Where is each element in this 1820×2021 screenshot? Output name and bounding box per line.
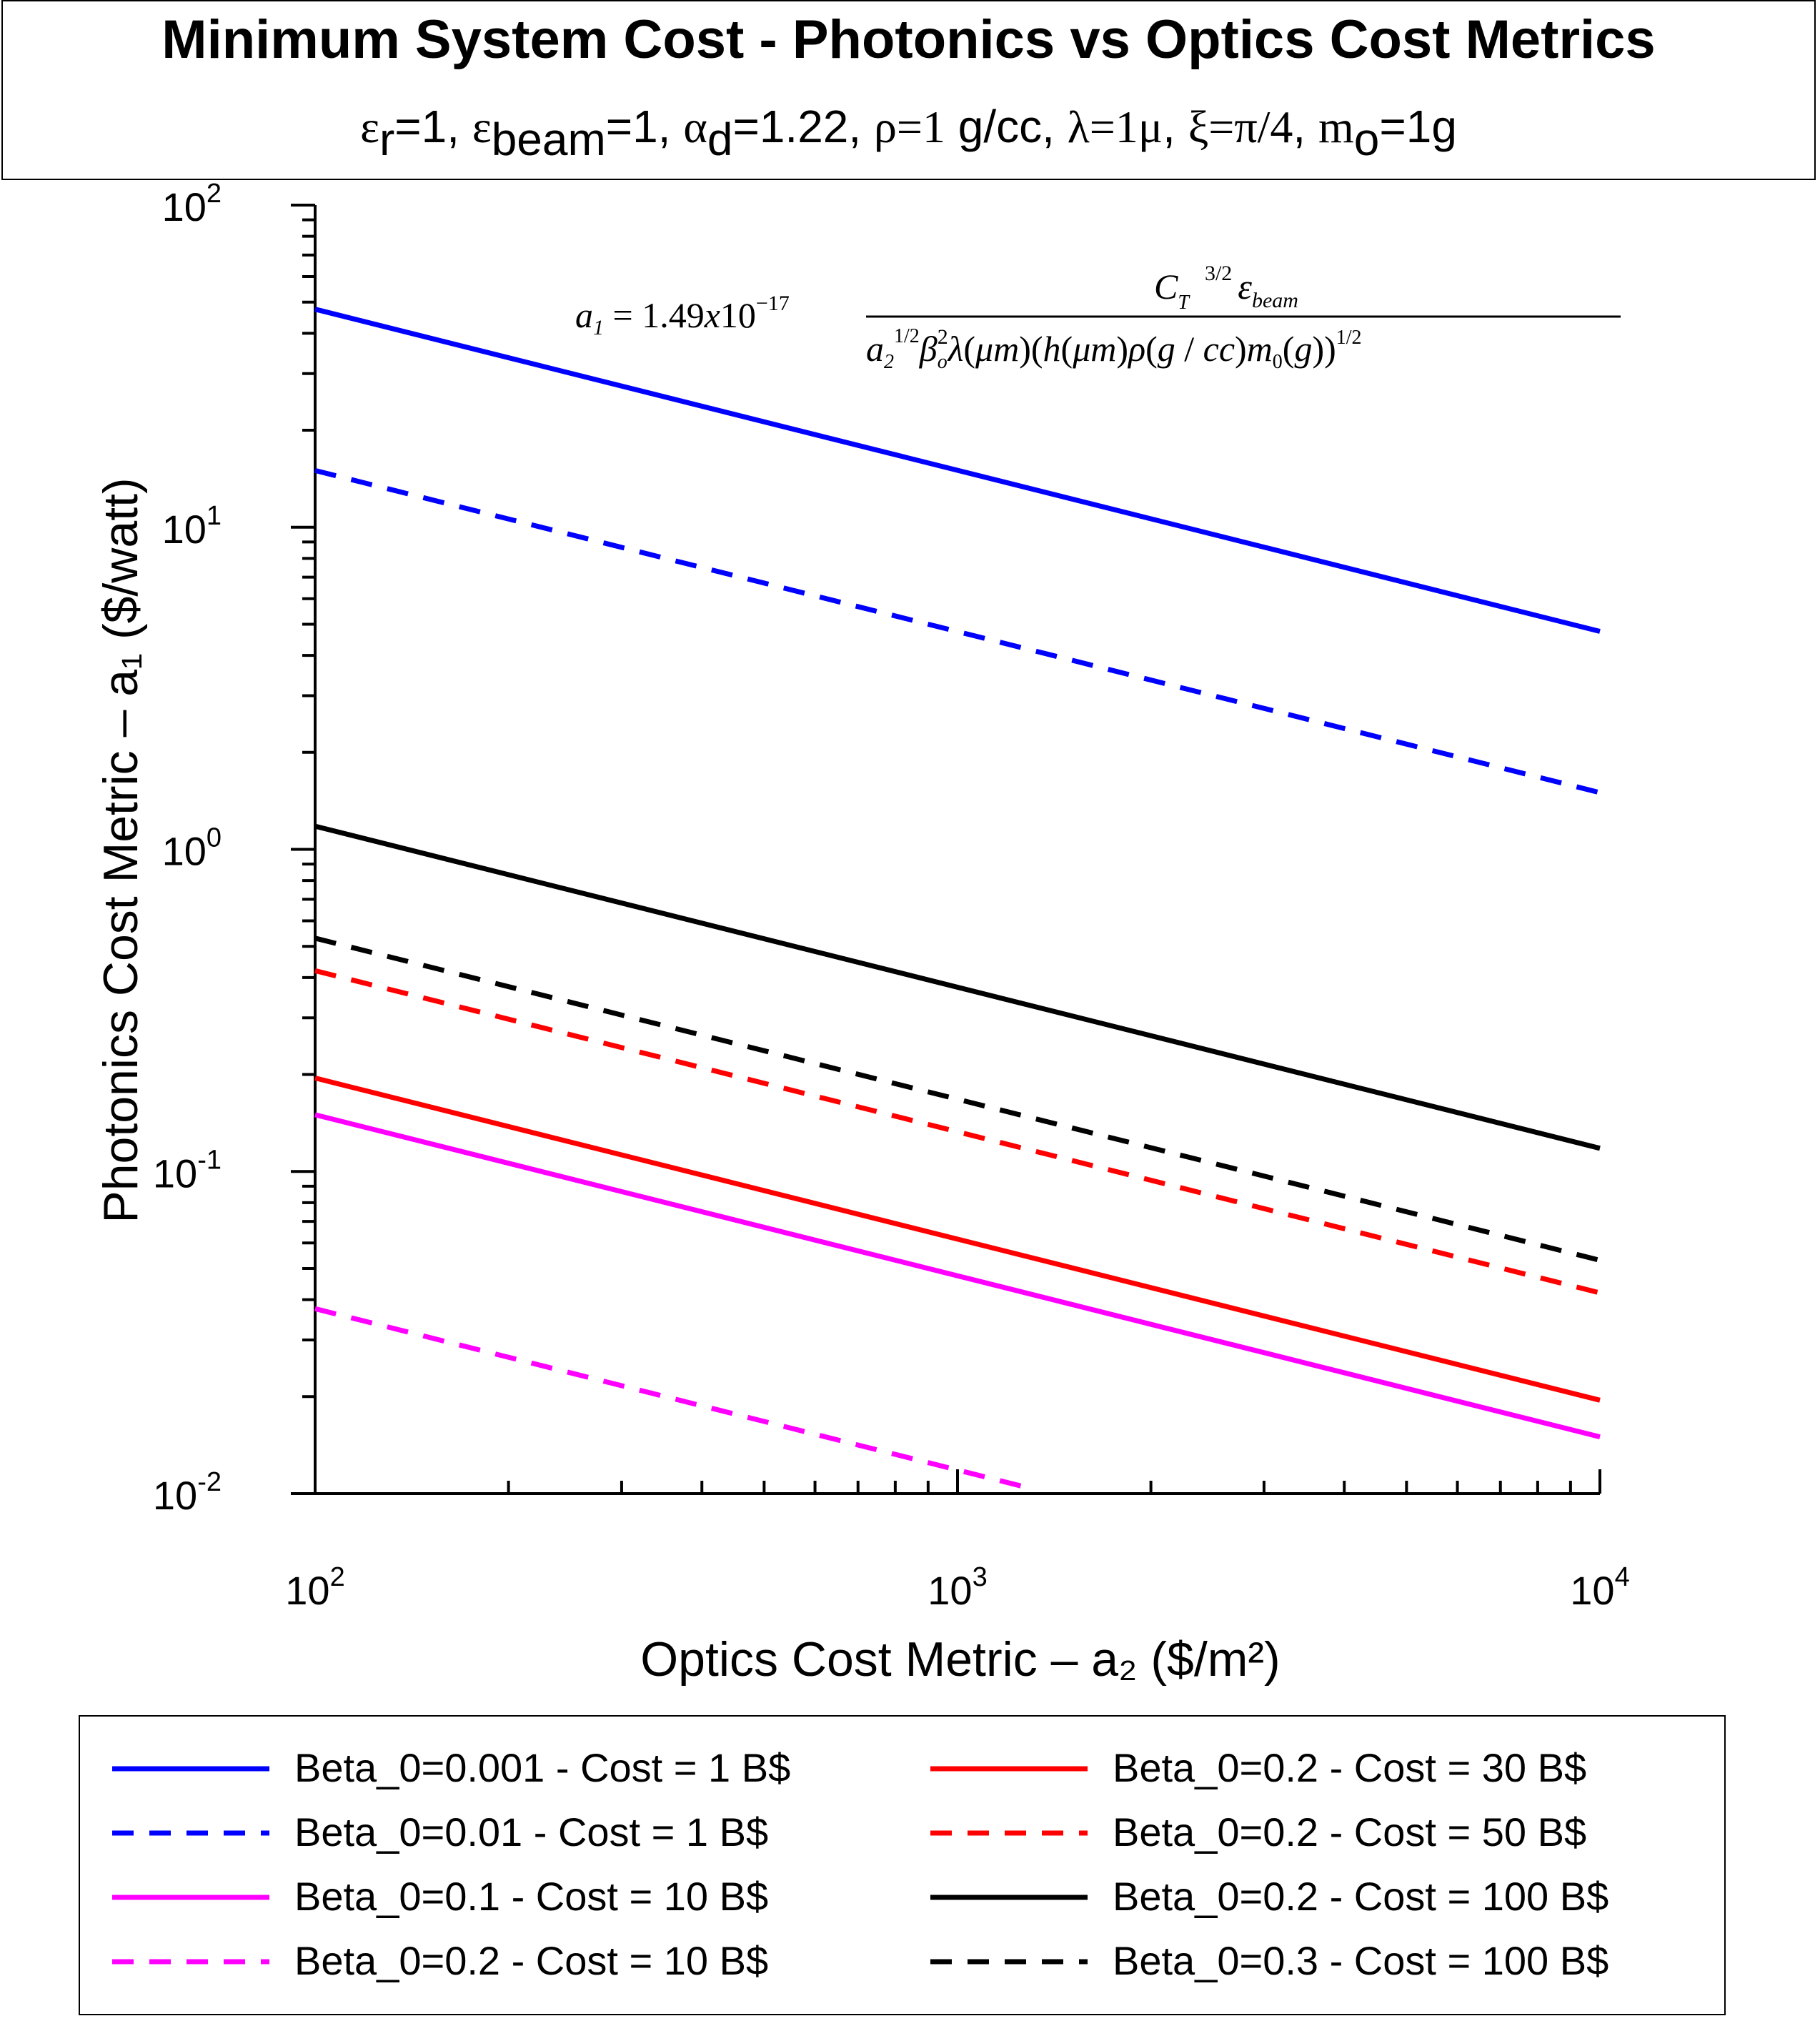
legend-item: Beta_0=0.2 - Cost = 50 B$ bbox=[923, 1801, 1709, 1865]
parameter-subscript: beam bbox=[491, 114, 606, 165]
x-tick-label: 103 bbox=[928, 1562, 987, 1613]
legend-swatch bbox=[112, 1830, 269, 1836]
parameter-symbol: ξ=π/4 bbox=[1188, 101, 1293, 152]
axes: 102 103 104 10-2 10-1 100 101 102 bbox=[153, 179, 1630, 1613]
series-line-7 bbox=[314, 823, 1601, 1151]
parameter-value: , bbox=[1293, 101, 1318, 152]
legend-label: Beta_0=0.001 - Cost = 1 B$ bbox=[294, 1745, 791, 1790]
y-tick-label: 10-2 bbox=[153, 1467, 222, 1518]
parameter-value: =1g bbox=[1379, 101, 1457, 152]
chart-plot-area: 102 103 104 10-2 10-1 100 101 102 a1 = 1.49x10−… bbox=[94, 179, 1630, 1687]
legend-label: Beta_0=0.1 - Cost = 10 B$ bbox=[294, 1874, 769, 1919]
parameter-1: εbeam=1, bbox=[472, 101, 684, 162]
parameter-value: =1.22, bbox=[732, 101, 874, 152]
formula-annotation: a1 = 1.49x10−17 CT3/2 εbeam a21/2βo2λ(μm)… bbox=[575, 262, 1621, 373]
legend-item: Beta_0=0.3 - Cost = 100 B$ bbox=[923, 1930, 1709, 1994]
legend-item: Beta_0=0.2 - Cost = 100 B$ bbox=[923, 1865, 1709, 1930]
legend-label: Beta_0=0.2 - Cost = 10 B$ bbox=[294, 1938, 769, 1983]
legend-swatch bbox=[112, 1959, 269, 1965]
y-tick-label: 101 bbox=[162, 501, 222, 552]
parameter-subscript: r bbox=[379, 114, 395, 165]
title-box: Minimum System Cost - Photonics vs Optic… bbox=[1, 0, 1816, 180]
legend-label: Beta_0=0.2 - Cost = 30 B$ bbox=[1113, 1745, 1587, 1790]
legend-swatch bbox=[112, 1895, 269, 1900]
series-line-6 bbox=[314, 968, 1601, 1296]
parameter-subscript: o bbox=[1353, 114, 1380, 165]
x-tick-label: 102 bbox=[285, 1562, 344, 1613]
series-line-1 bbox=[314, 307, 1601, 634]
legend-label: Beta_0=0.01 - Cost = 1 B$ bbox=[294, 1809, 769, 1854]
x-tick-label: 104 bbox=[1570, 1562, 1629, 1613]
legend-item: Beta_0=0.1 - Cost = 10 B$ bbox=[105, 1865, 891, 1930]
chart-subtitle-parameters: εr=1, εbeam=1, αd=1.22, ρ=1 g/cc, λ=1μ, … bbox=[3, 101, 1814, 162]
parameter-subscript: d bbox=[707, 114, 733, 165]
series-line-5 bbox=[314, 1076, 1601, 1403]
series-lines bbox=[314, 307, 1601, 1492]
parameter-value: , bbox=[1163, 101, 1188, 152]
legend-item: Beta_0=0.2 - Cost = 10 B$ bbox=[105, 1930, 891, 1994]
parameter-symbol: ε bbox=[472, 101, 492, 152]
legend-label: Beta_0=0.2 - Cost = 50 B$ bbox=[1113, 1809, 1587, 1854]
parameter-6: mo=1g bbox=[1318, 101, 1457, 162]
series-line-2 bbox=[314, 468, 1601, 795]
y-tick-label: 102 bbox=[162, 179, 222, 229]
legend-item: Beta_0=0.2 - Cost = 30 B$ bbox=[923, 1737, 1709, 1801]
parameter-value: =1, bbox=[605, 101, 684, 152]
parameter-5: ξ=π/4, bbox=[1188, 101, 1318, 152]
parameter-symbol: α bbox=[683, 101, 707, 152]
legend-swatch bbox=[930, 1830, 1088, 1836]
y-axis-label: Photonics Cost Metric – a₁ ($/watt) bbox=[94, 477, 148, 1223]
legend-label: Beta_0=0.2 - Cost = 100 B$ bbox=[1113, 1874, 1609, 1919]
parameter-value: g/cc, bbox=[945, 101, 1068, 152]
parameter-symbol: λ=1μ bbox=[1067, 101, 1163, 152]
formula-denominator: a21/2βo2λ(μm)(h(μm)ρ(g / cc)m0(g))1/2 bbox=[866, 325, 1362, 373]
parameter-4: λ=1μ, bbox=[1068, 101, 1188, 152]
legend: Beta_0=0.001 - Cost = 1 B$ Beta_0=0.01 - … bbox=[79, 1715, 1726, 2015]
parameter-symbol: ρ=1 bbox=[873, 101, 945, 152]
legend-item: Beta_0=0.001 - Cost = 1 B$ bbox=[105, 1737, 891, 1801]
legend-item: Beta_0=0.01 - Cost = 1 B$ bbox=[105, 1801, 891, 1865]
parameter-0: εr=1, bbox=[360, 101, 472, 162]
legend-swatch bbox=[930, 1895, 1088, 1900]
y-tick-label: 100 bbox=[162, 823, 222, 874]
legend-swatch bbox=[930, 1766, 1088, 1772]
parameter-2: αd=1.22, bbox=[683, 101, 874, 162]
series-line-4 bbox=[314, 1306, 1036, 1492]
parameter-symbol: m bbox=[1318, 101, 1354, 152]
x-axis-label: Optics Cost Metric – a₂ ($/m²) bbox=[640, 1632, 1280, 1687]
formula-lhs: a1 = 1.49x10−17 bbox=[575, 292, 790, 339]
parameter-symbol: ε bbox=[360, 101, 379, 152]
legend-swatch bbox=[112, 1766, 269, 1772]
legend-label: Beta_0=0.3 - Cost = 100 B$ bbox=[1113, 1938, 1609, 1983]
legend-swatch bbox=[930, 1959, 1088, 1965]
y-tick-label: 10-1 bbox=[153, 1145, 222, 1196]
formula-numerator: CT3/2 εbeam bbox=[1154, 262, 1298, 314]
series-line-3 bbox=[314, 1112, 1601, 1439]
chart-title: Minimum System Cost - Photonics vs Optic… bbox=[161, 9, 1656, 70]
parameter-3: ρ=1 g/cc, bbox=[874, 101, 1068, 152]
parameter-value: =1, bbox=[394, 101, 472, 152]
